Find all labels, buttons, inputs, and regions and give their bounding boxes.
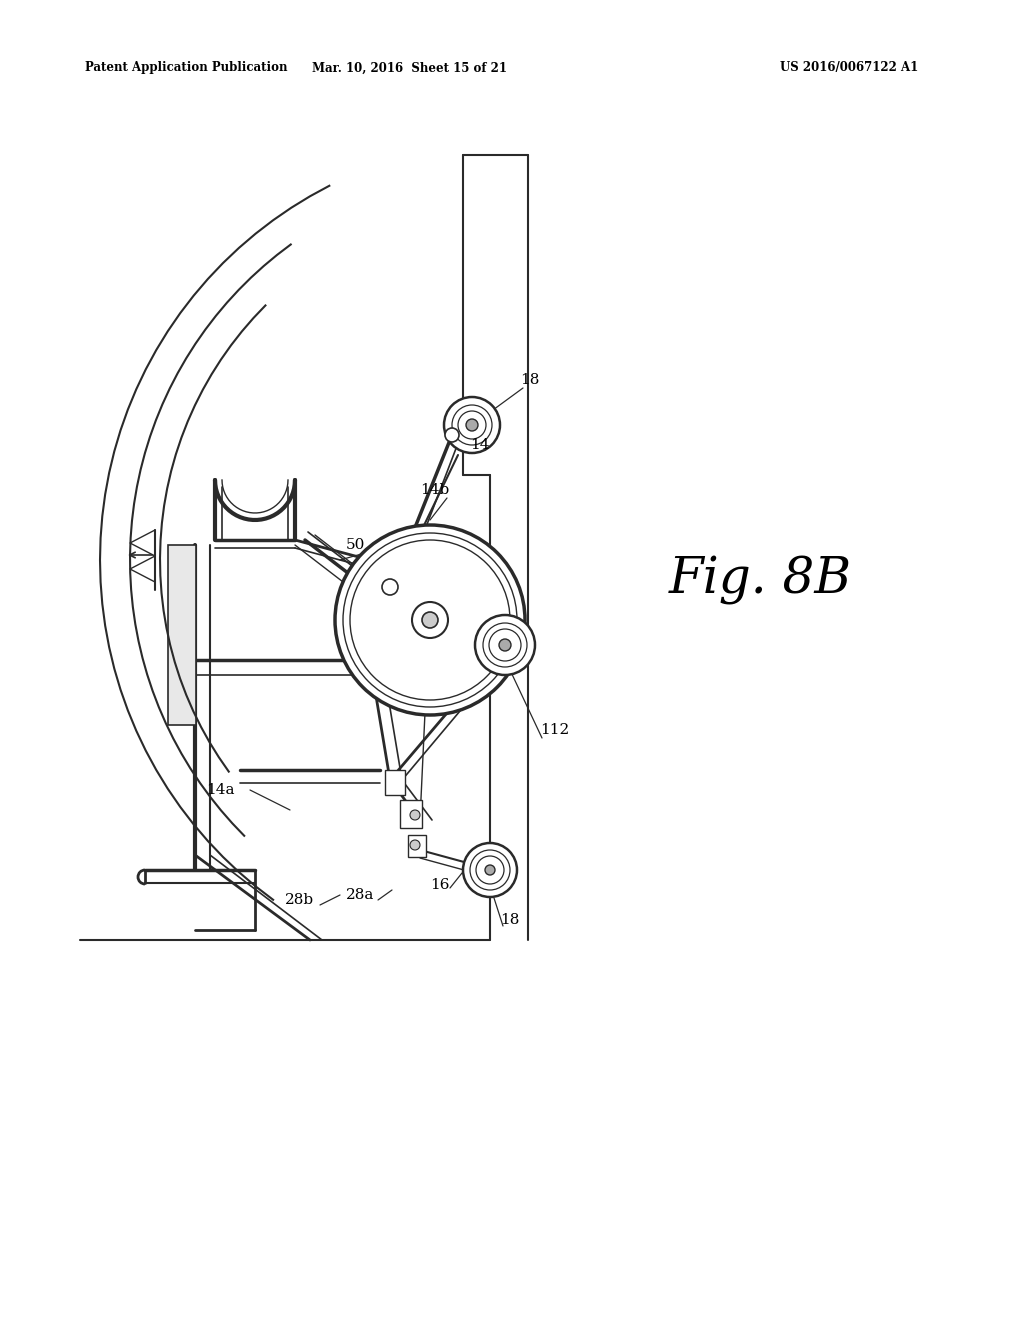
Text: 28a: 28a xyxy=(346,888,374,902)
Circle shape xyxy=(445,428,459,442)
Circle shape xyxy=(458,411,486,440)
Circle shape xyxy=(350,540,510,700)
Circle shape xyxy=(412,602,449,638)
Text: 14a: 14a xyxy=(206,783,234,797)
Circle shape xyxy=(382,579,398,595)
Circle shape xyxy=(444,397,500,453)
Circle shape xyxy=(475,615,535,675)
Circle shape xyxy=(343,533,517,708)
Text: 112: 112 xyxy=(541,723,569,737)
FancyBboxPatch shape xyxy=(168,545,196,725)
Text: 16: 16 xyxy=(430,878,450,892)
Text: 18: 18 xyxy=(520,374,540,387)
Text: 14b: 14b xyxy=(421,483,450,498)
Circle shape xyxy=(476,855,504,884)
Circle shape xyxy=(499,639,511,651)
Text: 14: 14 xyxy=(470,438,489,451)
Circle shape xyxy=(489,630,521,661)
Circle shape xyxy=(483,623,527,667)
Circle shape xyxy=(410,840,420,850)
Circle shape xyxy=(470,850,510,890)
Circle shape xyxy=(422,612,438,628)
Text: Mar. 10, 2016  Sheet 15 of 21: Mar. 10, 2016 Sheet 15 of 21 xyxy=(312,62,508,74)
Bar xyxy=(408,836,426,857)
Text: Patent Application Publication: Patent Application Publication xyxy=(85,62,288,74)
Text: US 2016/0067122 A1: US 2016/0067122 A1 xyxy=(780,62,919,74)
Circle shape xyxy=(463,843,517,898)
Bar xyxy=(385,770,406,795)
Text: 28b: 28b xyxy=(286,894,314,907)
Circle shape xyxy=(466,418,478,432)
Text: 18: 18 xyxy=(501,913,520,927)
Circle shape xyxy=(452,405,492,445)
Bar xyxy=(400,800,422,828)
Text: 50: 50 xyxy=(345,539,365,552)
Text: Fig. 8B: Fig. 8B xyxy=(669,556,852,605)
Circle shape xyxy=(335,525,525,715)
Circle shape xyxy=(410,810,420,820)
Circle shape xyxy=(485,865,495,875)
